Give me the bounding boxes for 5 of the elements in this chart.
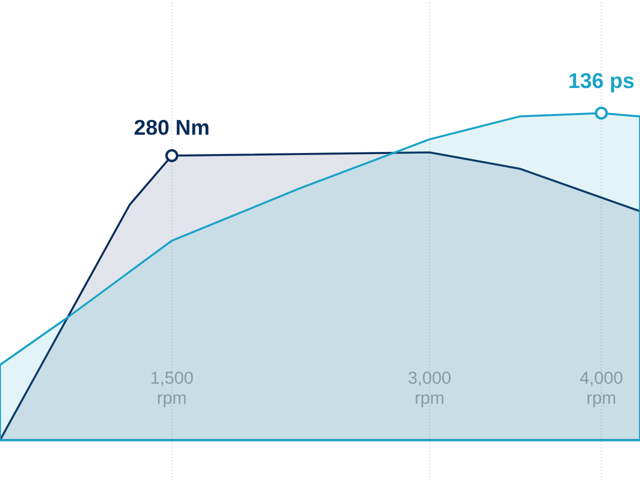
annotation: 136 ps [569,73,634,92]
x-tick-label: 1,500 rpm [151,372,193,408]
x-tick-label: 3,000 rpm [408,372,451,408]
annotation: 280 Nm [134,120,208,135]
x-tick-label: 4,000 rpm [580,372,622,408]
